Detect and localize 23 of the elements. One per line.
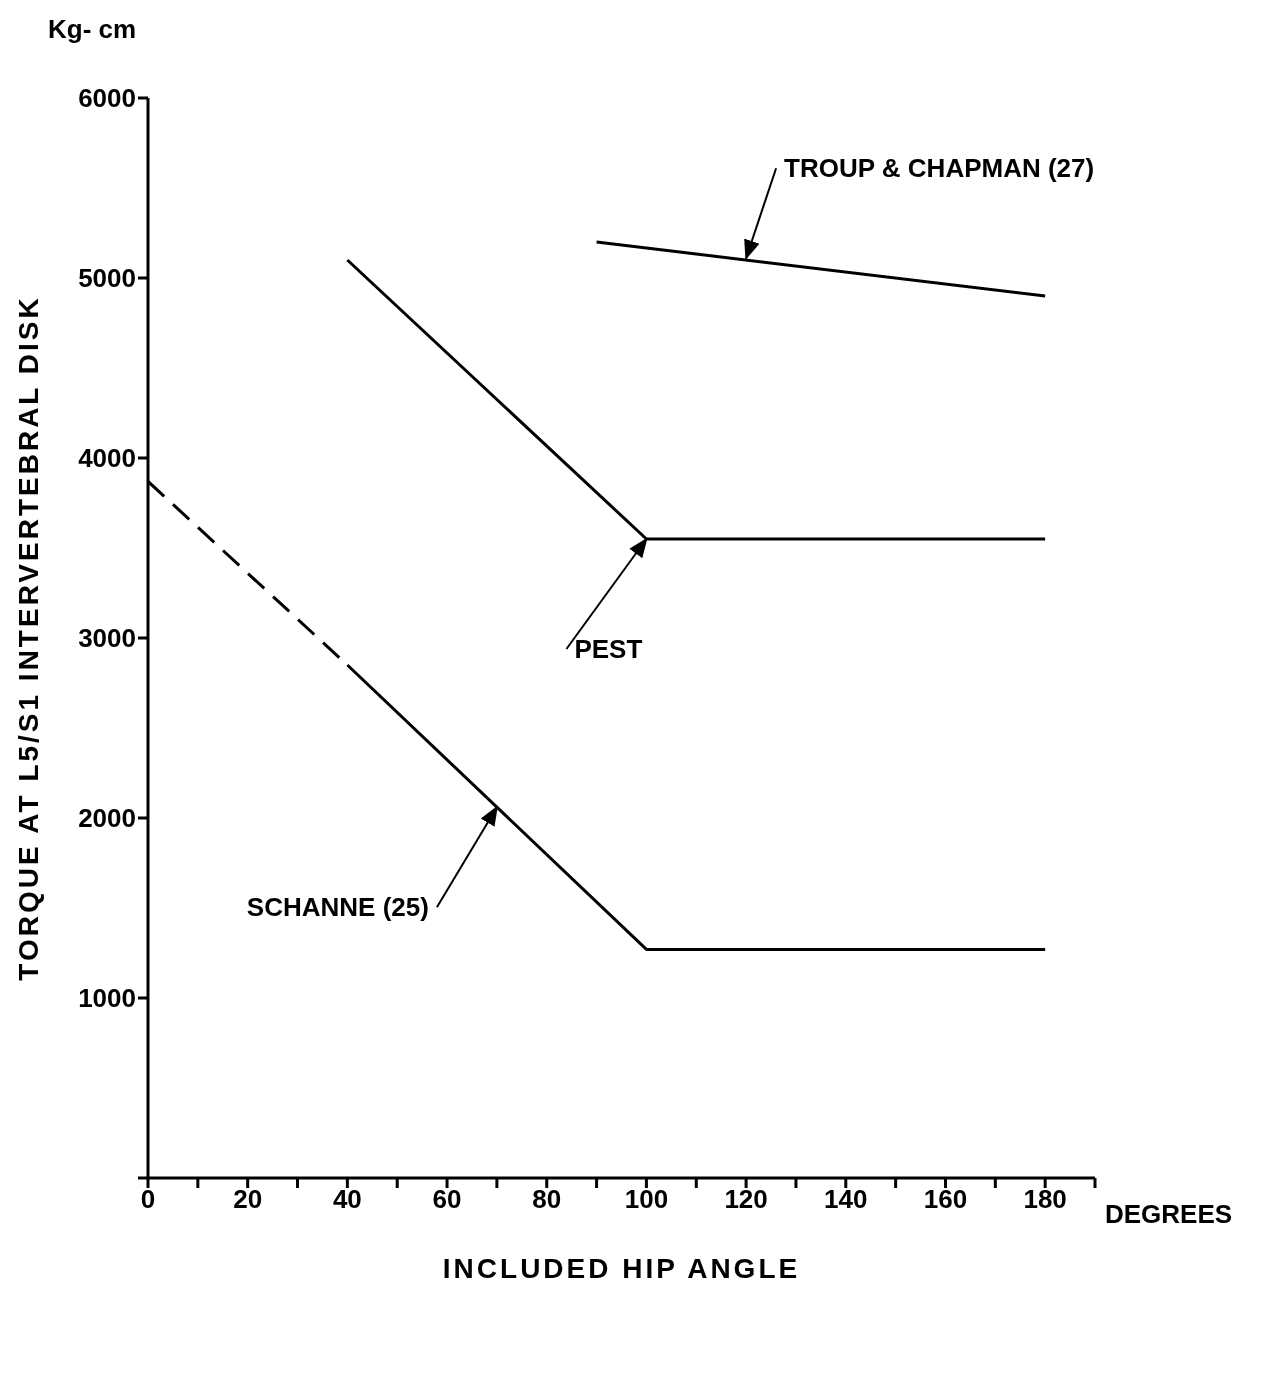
annotation: SCHANNE (25) bbox=[246, 892, 429, 923]
x-axis-title: INCLUDED HIP ANGLE bbox=[442, 1253, 801, 1284]
annotation: TROUP & CHAPMAN (27) bbox=[784, 153, 1095, 184]
x-tick-label: 60 bbox=[432, 1184, 462, 1215]
x-tick-label: 120 bbox=[724, 1184, 768, 1215]
annotation: PEST bbox=[574, 634, 643, 664]
x-tick-label: 160 bbox=[923, 1184, 968, 1215]
text: Kg- cm bbox=[48, 14, 137, 44]
y-tick-label: 5000 bbox=[78, 263, 136, 294]
x-tick-label: 100 bbox=[624, 1184, 669, 1215]
y-tick-label: 4000 bbox=[78, 443, 136, 474]
x-tick-label: 40 bbox=[332, 1184, 362, 1215]
y-tick-label: 2000 bbox=[78, 803, 136, 834]
y-tick-label: 3000 bbox=[78, 623, 136, 654]
x-tick-label: 20 bbox=[233, 1184, 263, 1215]
y-axis-title: TORQUE AT L5/S1 INTERVERTEBRAL DISK bbox=[12, 295, 44, 981]
x-tick-label: 180 bbox=[1023, 1184, 1067, 1215]
x-tick-label: 140 bbox=[824, 1184, 868, 1215]
x-tick-label: 80 bbox=[532, 1184, 562, 1215]
y-tick-label: 6000 bbox=[78, 83, 136, 114]
x-tick-label: 0 bbox=[140, 1184, 156, 1215]
text: DEGREES bbox=[1105, 1199, 1233, 1229]
y-tick-label: 1000 bbox=[78, 983, 136, 1014]
